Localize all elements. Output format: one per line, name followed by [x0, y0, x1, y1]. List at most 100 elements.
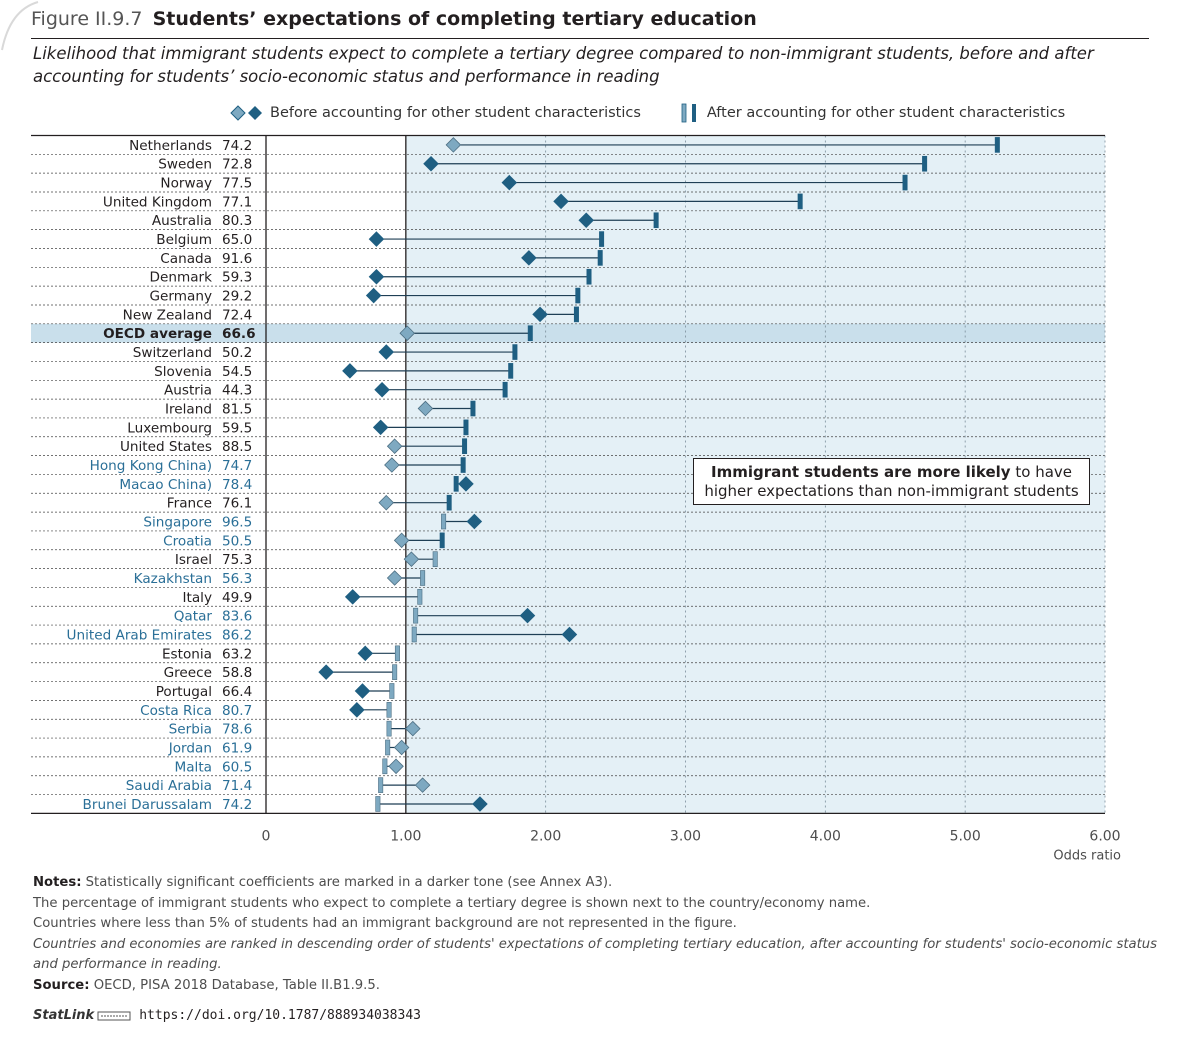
percentage-label: 78.6	[222, 722, 252, 738]
after-marker	[394, 645, 400, 662]
country-label: Costa Rica	[140, 703, 212, 719]
before-marker	[372, 419, 389, 436]
country-label: Kazakhstan	[134, 571, 212, 587]
country-label: Belgium	[156, 232, 212, 248]
percentage-label: 44.3	[222, 383, 252, 399]
before-marker	[521, 250, 537, 266]
after-marker	[420, 570, 426, 586]
legend: Before accounting for other student char…	[230, 101, 1103, 125]
country-label: Luxembourg	[127, 420, 212, 436]
x-tick-label: 6.00	[1089, 828, 1120, 844]
country-label: Netherlands	[129, 138, 212, 154]
percentage-label: 86.2	[222, 627, 252, 643]
percentage-label: 78.4	[222, 477, 252, 493]
after-marker	[462, 438, 468, 454]
before-marker	[354, 683, 371, 699]
notes-block: Notes: Statistically significant coeffic…	[33, 873, 1158, 996]
country-label: Israel	[175, 552, 212, 568]
after-marker	[392, 664, 398, 680]
after-marker	[441, 513, 447, 530]
percentage-label: 58.8	[222, 665, 252, 681]
annotation-rest: to have	[1010, 463, 1072, 481]
percentage-label: 83.6	[222, 609, 252, 625]
country-label: New Zealand	[123, 307, 212, 323]
country-label: Croatia	[163, 533, 212, 549]
percentage-label: 75.3	[222, 552, 252, 568]
before-marker	[393, 532, 410, 549]
after-marker	[502, 381, 508, 398]
x-axis-label: Odds ratio	[1053, 848, 1121, 863]
after-marker	[586, 268, 592, 285]
before-marker	[393, 739, 410, 756]
country-label: Serbia	[169, 722, 212, 738]
x-tick-label: 3.00	[670, 828, 701, 844]
percentage-label: 66.6	[222, 326, 256, 342]
note-3: Countries where less than 5% of students…	[33, 916, 737, 931]
before-marker	[561, 626, 578, 643]
after-marker	[470, 400, 476, 417]
country-label: Brunei Darussalam	[83, 797, 212, 813]
note-1: Notes: Statistically significant coeffic…	[33, 873, 1158, 894]
after-marker	[386, 702, 392, 718]
annotation-bold: Immigrant students are more likely	[711, 463, 1011, 481]
before-marker	[445, 137, 462, 153]
before-marker	[578, 212, 594, 229]
source-line: Source: OECD, PISA 2018 Database, Table …	[33, 976, 1158, 997]
before-marker	[519, 607, 536, 624]
before-marker	[365, 287, 382, 304]
before-marker	[423, 155, 439, 172]
source-label: Source:	[33, 977, 90, 993]
percentage-label: 91.6	[222, 251, 252, 267]
after-marker	[527, 325, 533, 342]
before-marker	[388, 758, 404, 775]
percentage-label: 77.1	[222, 194, 252, 210]
percentage-label: 72.8	[222, 157, 252, 173]
bar-marker-icon	[681, 103, 696, 123]
country-label: Macao China)	[119, 477, 212, 493]
legend-item-before: Before accounting for other student char…	[230, 105, 641, 121]
oecd-average-band	[31, 323, 1105, 343]
before-marker	[405, 720, 421, 737]
x-tick-label: 5.00	[950, 828, 981, 844]
before-marker	[378, 344, 395, 360]
percentage-label: 54.5	[222, 364, 252, 380]
percentage-label: 59.5	[222, 420, 252, 436]
percentage-label: 80.3	[222, 213, 252, 229]
after-marker	[411, 626, 417, 643]
before-marker	[417, 400, 434, 417]
country-label: Estonia	[162, 646, 212, 662]
diamond-icon	[230, 105, 262, 121]
after-marker	[385, 739, 391, 756]
before-marker	[458, 476, 474, 492]
percentage-label: 63.2	[222, 646, 252, 662]
after-marker	[439, 532, 445, 549]
percentage-label: 66.4	[222, 684, 252, 700]
country-label: Malta	[175, 759, 213, 775]
before-marker	[386, 570, 403, 586]
after-marker	[902, 174, 908, 191]
statlink-url-link[interactable]: https://doi.org/10.1787/888934038343	[139, 1008, 421, 1023]
percentage-label: 61.9	[222, 740, 252, 756]
before-marker	[368, 268, 385, 285]
before-marker	[349, 702, 365, 718]
before-marker	[466, 513, 483, 530]
after-marker	[575, 287, 581, 304]
after-marker	[573, 306, 579, 323]
percentage-label: 60.5	[222, 759, 252, 775]
after-marker	[432, 551, 438, 567]
after-marker	[512, 344, 518, 360]
percentage-label: 71.4	[222, 778, 252, 794]
percentage-label: 76.1	[222, 496, 252, 512]
after-marker	[597, 250, 603, 266]
country-label: Switzerland	[133, 345, 212, 361]
country-label: Germany	[150, 289, 212, 305]
after-marker	[599, 231, 605, 247]
after-marker	[417, 589, 423, 605]
percentage-label: 88.5	[222, 439, 252, 455]
after-marker	[922, 155, 928, 172]
country-label: Australia	[152, 213, 212, 229]
before-marker	[501, 174, 518, 191]
notes-label: Notes:	[33, 875, 82, 890]
before-marker	[553, 193, 569, 210]
figure-title: Figure II.9.7 Students’ expectations of …	[31, 6, 1149, 32]
